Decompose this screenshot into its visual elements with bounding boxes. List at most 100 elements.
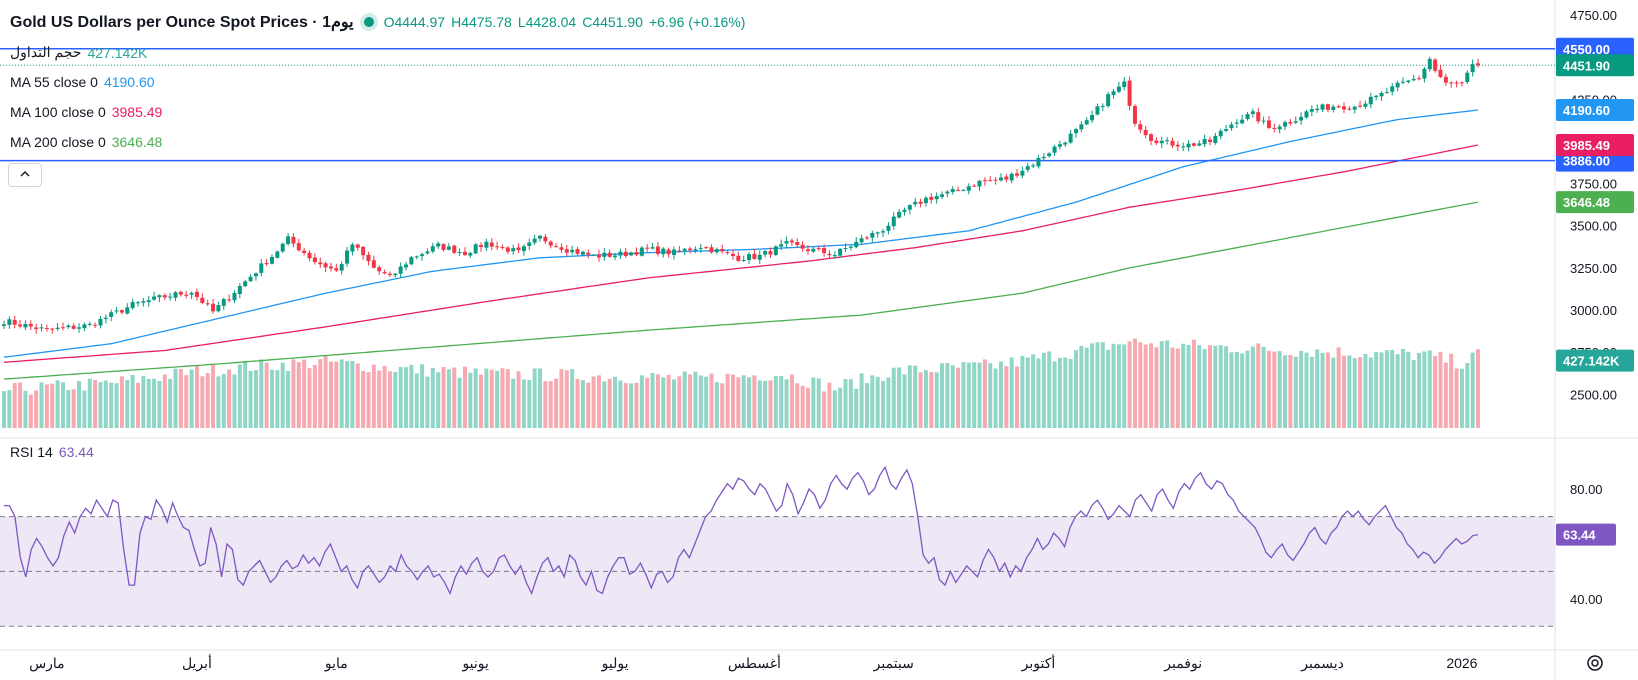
candle-body (763, 251, 768, 255)
chevron-up-icon (20, 171, 30, 177)
candle-body (1057, 144, 1062, 147)
volume-bar (897, 367, 902, 428)
volume-bar (806, 387, 810, 428)
rsi-value-label: 63.44 (1563, 528, 1596, 543)
candle-body (1154, 140, 1159, 144)
candle-body (280, 243, 285, 252)
candle-body (264, 263, 269, 265)
volume-bar (1336, 347, 1341, 428)
volume-bar (7, 390, 12, 428)
ohlc-values: O4444.97 H4475.78 L4428.04 C4451.90 +6.9… (384, 14, 746, 30)
candle-body (371, 260, 376, 268)
candle-body (720, 248, 725, 252)
candle-body (1363, 103, 1368, 107)
volume-bar (98, 381, 103, 428)
volume-bar (1443, 362, 1448, 428)
price-tick-label: 2500.00 (1570, 387, 1617, 402)
candles (2, 56, 1480, 334)
settings-button[interactable] (1584, 652, 1606, 674)
volume-bar (575, 378, 580, 428)
candle-body (950, 189, 955, 192)
candle-body (1266, 120, 1271, 128)
candle-body (902, 209, 907, 212)
candle-body (730, 253, 735, 257)
collapse-legend-button[interactable] (8, 163, 42, 187)
volume-bar (141, 376, 146, 428)
candle-body (998, 177, 1003, 181)
volume-bar (152, 378, 157, 428)
volume-bar (1390, 349, 1395, 428)
volume-bar (1476, 349, 1480, 428)
volume-bar (1315, 349, 1320, 428)
volume-bar (259, 359, 264, 428)
time-tick-label: مايو (324, 655, 348, 672)
candle-body (1336, 106, 1341, 108)
candle-body (1379, 92, 1384, 97)
candle-body (162, 295, 167, 298)
candle-body (446, 246, 451, 250)
candle-body (956, 189, 961, 191)
candle-body (886, 225, 891, 231)
volume-badge-label: 427.142K (1563, 354, 1620, 369)
candle-body (1395, 82, 1400, 88)
candle-body (382, 272, 387, 274)
candle-body (1384, 92, 1389, 94)
candle-body (1079, 124, 1084, 130)
candle-body (789, 240, 794, 243)
candle-body (897, 211, 902, 218)
candle-body (1272, 127, 1277, 129)
volume-bar (929, 372, 934, 428)
legend-ma55[interactable]: MA 55 close 0 4190.60 (10, 74, 155, 90)
volume-bar (1342, 355, 1346, 428)
candle-body (645, 247, 650, 249)
candle-body (146, 300, 151, 303)
candle-body (870, 232, 875, 238)
candle-body (623, 251, 628, 256)
candle-body (93, 324, 98, 326)
volume-bar (243, 361, 248, 428)
legend-volume[interactable]: حجم التداول 427.142K (10, 44, 147, 61)
volume-bar (189, 369, 194, 428)
volume-bar (854, 388, 859, 428)
candle-body (1374, 95, 1379, 98)
candle-body (425, 251, 430, 254)
volume-bar (1057, 357, 1062, 428)
volume-bar (1229, 352, 1234, 428)
volume-bar (1181, 343, 1186, 428)
candle-body (661, 248, 666, 255)
candle-body (1181, 146, 1186, 148)
candle-body (800, 244, 805, 249)
candle-body (1358, 105, 1363, 107)
candle-body (1031, 165, 1036, 167)
candle-body (452, 245, 457, 253)
legend-ma100[interactable]: MA 100 close 0 3985.49 (10, 104, 162, 120)
candle-body (521, 246, 526, 252)
candle-body (409, 257, 414, 265)
volume-bar (328, 361, 333, 428)
legend-ma200[interactable]: MA 200 close 0 3646.48 (10, 134, 162, 150)
volume-bar (822, 391, 827, 428)
volume-bar (688, 374, 693, 428)
volume-bar (237, 364, 242, 428)
candle-body (194, 291, 199, 298)
candle-body (752, 253, 757, 259)
volume-bar (216, 376, 221, 428)
legend-rsi[interactable]: RSI 14 63.44 (10, 444, 94, 460)
price-tick-label: 3500.00 (1570, 219, 1617, 234)
candle-body (881, 231, 886, 233)
symbol-title[interactable]: Gold US Dollars per Ounce Spot Prices · … (10, 14, 354, 31)
candle-body (1202, 138, 1207, 145)
volume-bar (302, 359, 307, 428)
volume-bar (23, 390, 28, 428)
candle-body (655, 246, 660, 254)
candle-body (634, 252, 639, 255)
candle-body (725, 252, 730, 254)
volume-bar (2, 391, 6, 428)
candle-body (677, 250, 682, 252)
volume-bar (677, 376, 682, 428)
volume-bar (1465, 363, 1470, 428)
volume-bar (961, 362, 966, 428)
chart-header: Gold US Dollars per Ounce Spot Prices · … (10, 12, 745, 32)
candle-body (1165, 140, 1170, 142)
